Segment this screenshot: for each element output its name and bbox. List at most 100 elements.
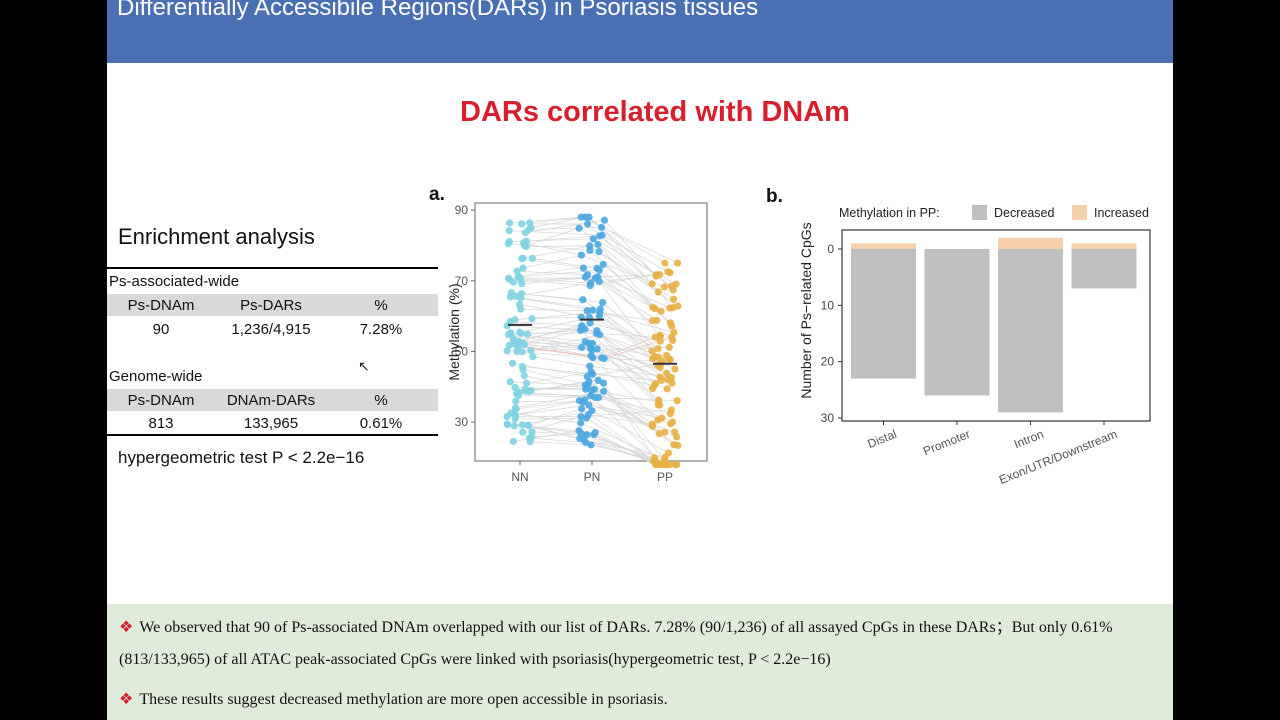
- pair-line: [585, 341, 659, 358]
- data-point: [515, 300, 524, 308]
- pair-line: [530, 441, 591, 446]
- pair-line: [522, 351, 593, 359]
- data-point: [667, 282, 676, 290]
- data-point: [651, 305, 659, 313]
- table-cell: 813: [148, 415, 174, 432]
- enrichment-title: Enrichment analysis: [118, 224, 315, 249]
- data-point: [652, 460, 660, 469]
- pair-line: [581, 408, 660, 465]
- data-point: [518, 220, 526, 228]
- pair-line: [511, 412, 581, 424]
- pair-line: [516, 399, 585, 410]
- header-cell: DNAm-DARs: [226, 392, 316, 409]
- data-point: [511, 383, 519, 392]
- data-point: [575, 224, 583, 232]
- pair-line: [597, 348, 661, 368]
- pair-line: [601, 335, 661, 359]
- data-point: [663, 369, 671, 377]
- data-point: [589, 235, 597, 243]
- table-header-row: Ps-DNAm DNAm-DARs %: [107, 389, 438, 411]
- data-point: [578, 405, 586, 413]
- data-point: [505, 237, 514, 246]
- data-point: [583, 431, 591, 439]
- data-point: [506, 378, 514, 386]
- data-point: [581, 273, 590, 281]
- plot-a-letter: a.: [429, 184, 445, 205]
- pair-line: [585, 384, 660, 434]
- data-point: [673, 397, 681, 405]
- x-tick-label: NN: [511, 470, 528, 484]
- table-top-rule: [107, 267, 438, 269]
- table-cell: 0.61%: [359, 415, 403, 432]
- data-point: [583, 307, 591, 315]
- data-point: [654, 288, 662, 296]
- y-tick-label: 0: [827, 242, 834, 256]
- bar-decreased: [924, 249, 990, 396]
- data-point: [513, 347, 521, 356]
- data-point: [656, 337, 664, 345]
- data-point: [594, 376, 602, 384]
- pair-line: [532, 356, 590, 367]
- data-point: [586, 319, 594, 327]
- data-point: [661, 259, 669, 267]
- pair-line: [590, 395, 664, 465]
- data-point: [665, 343, 673, 351]
- data-point: [648, 280, 656, 288]
- data-point: [577, 213, 585, 221]
- pair-line: [518, 264, 604, 277]
- data-point: [654, 345, 662, 353]
- pair-line: [528, 408, 582, 426]
- summary-panel: ❖ We observed that 90 of Ps-associated DN…: [107, 604, 1173, 720]
- data-point: [518, 280, 526, 288]
- pair-line: [510, 296, 593, 311]
- data-point: [591, 429, 599, 437]
- pair-line: [603, 382, 655, 458]
- pair-line: [526, 371, 592, 384]
- y-axis-label: Methylation (%): [446, 283, 462, 380]
- data-point: [598, 298, 607, 307]
- section-heading: DARs correlated with DNAm: [460, 96, 850, 128]
- pair-line: [517, 270, 588, 276]
- data-point: [663, 385, 671, 393]
- table-row: 90 1,236/4,915 7.28%: [107, 318, 438, 340]
- pair-line: [524, 227, 580, 247]
- header-cell: Ps-DNAm: [127, 297, 195, 314]
- data-point: [585, 401, 593, 409]
- legend-swatch: [1072, 205, 1087, 220]
- data-point: [528, 314, 536, 323]
- bullet-text: These results suggest decreased methylat…: [139, 691, 668, 708]
- data-point: [653, 361, 662, 369]
- hypergeometric-test-text: hypergeometric test P < 2.2e−16: [118, 448, 365, 467]
- pair-line: [602, 264, 662, 312]
- legend-label: Decreased: [994, 206, 1054, 220]
- data-point: [521, 242, 529, 250]
- table-cell: 7.28%: [359, 321, 403, 338]
- y-tick-label: 90: [455, 203, 469, 217]
- pair-line: [585, 216, 666, 264]
- data-point: [674, 441, 682, 450]
- pair-line: [522, 366, 593, 375]
- data-point: [518, 362, 527, 371]
- pair-line: [599, 315, 653, 352]
- pair-line: [531, 433, 582, 438]
- data-point: [586, 362, 594, 370]
- pair-line: [599, 334, 668, 380]
- data-point: [597, 223, 606, 232]
- data-point: [507, 330, 515, 338]
- pair-line: [595, 432, 657, 465]
- x-tick-label: Distal: [866, 427, 899, 451]
- data-point: [652, 271, 660, 279]
- data-point: [519, 428, 527, 436]
- data-point: [656, 401, 664, 409]
- pair-line: [581, 433, 656, 465]
- bar-decreased: [1071, 249, 1137, 289]
- bar-decreased: [851, 249, 916, 379]
- pair-line: [531, 316, 582, 319]
- data-point: [579, 264, 588, 272]
- data-point: [577, 251, 585, 259]
- y-tick-label: 50: [455, 344, 469, 358]
- pair-line: [519, 304, 590, 318]
- data-point: [655, 430, 663, 438]
- pair-line: [596, 330, 660, 406]
- bar-increased: [851, 243, 916, 249]
